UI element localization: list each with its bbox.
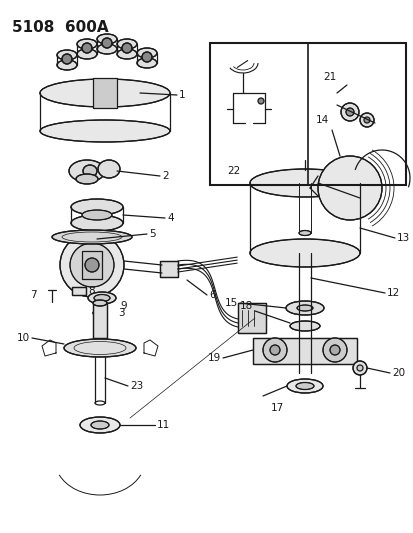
Ellipse shape xyxy=(76,174,98,184)
Ellipse shape xyxy=(296,305,312,311)
Text: 13: 13 xyxy=(396,233,409,243)
Ellipse shape xyxy=(64,339,136,357)
Ellipse shape xyxy=(57,50,77,60)
Ellipse shape xyxy=(295,383,313,390)
Ellipse shape xyxy=(77,49,97,59)
Text: 14: 14 xyxy=(315,115,328,125)
Ellipse shape xyxy=(93,310,107,316)
Text: 21: 21 xyxy=(323,72,336,82)
Ellipse shape xyxy=(69,160,105,182)
Text: 8: 8 xyxy=(88,286,95,296)
Ellipse shape xyxy=(289,321,319,331)
Circle shape xyxy=(85,258,99,272)
Bar xyxy=(237,303,266,333)
Bar xyxy=(159,261,178,277)
Bar xyxy=(93,303,107,338)
Circle shape xyxy=(87,234,97,244)
Text: 22: 22 xyxy=(226,166,240,176)
Bar xyxy=(252,338,356,364)
Ellipse shape xyxy=(91,421,109,429)
Text: 5: 5 xyxy=(149,229,155,239)
Ellipse shape xyxy=(82,210,112,220)
Text: 20: 20 xyxy=(391,368,404,378)
Ellipse shape xyxy=(57,60,77,70)
Circle shape xyxy=(262,338,286,362)
Ellipse shape xyxy=(298,230,310,236)
Ellipse shape xyxy=(98,160,120,178)
Bar xyxy=(82,251,102,279)
Circle shape xyxy=(70,243,114,287)
Ellipse shape xyxy=(94,295,110,302)
Text: 17: 17 xyxy=(270,403,283,413)
Ellipse shape xyxy=(52,230,132,244)
Ellipse shape xyxy=(97,44,117,54)
Ellipse shape xyxy=(71,215,123,231)
Text: 15: 15 xyxy=(224,298,237,308)
Bar xyxy=(93,303,107,338)
Circle shape xyxy=(356,365,362,371)
Circle shape xyxy=(345,108,353,116)
Text: 5108  600A: 5108 600A xyxy=(12,20,108,35)
Ellipse shape xyxy=(80,417,120,433)
Circle shape xyxy=(257,98,263,104)
Ellipse shape xyxy=(137,58,157,68)
Text: 18: 18 xyxy=(239,301,252,311)
Text: 1: 1 xyxy=(178,90,185,100)
Circle shape xyxy=(322,338,346,362)
Ellipse shape xyxy=(83,165,97,177)
Circle shape xyxy=(269,345,279,355)
Bar xyxy=(93,78,117,108)
Ellipse shape xyxy=(137,48,157,58)
Bar xyxy=(237,303,266,333)
Bar xyxy=(159,261,178,277)
Circle shape xyxy=(82,43,92,53)
Bar xyxy=(93,78,117,108)
Ellipse shape xyxy=(249,169,359,197)
Text: 6: 6 xyxy=(209,290,215,300)
Circle shape xyxy=(102,38,112,48)
Ellipse shape xyxy=(285,301,323,315)
Ellipse shape xyxy=(40,79,170,107)
Circle shape xyxy=(142,52,152,62)
Ellipse shape xyxy=(88,292,116,304)
Circle shape xyxy=(352,361,366,375)
Text: 4: 4 xyxy=(166,213,173,223)
Text: 11: 11 xyxy=(157,420,170,430)
Ellipse shape xyxy=(71,199,123,215)
Text: 19: 19 xyxy=(207,353,221,363)
Circle shape xyxy=(340,103,358,121)
Ellipse shape xyxy=(117,39,137,49)
Text: 2: 2 xyxy=(161,171,168,181)
Bar xyxy=(82,251,102,279)
Ellipse shape xyxy=(97,34,117,44)
Text: 10: 10 xyxy=(17,333,30,343)
Text: 9: 9 xyxy=(120,301,126,311)
Ellipse shape xyxy=(40,120,170,142)
Ellipse shape xyxy=(249,239,359,267)
Text: 7: 7 xyxy=(30,290,37,300)
Bar xyxy=(72,287,86,295)
Ellipse shape xyxy=(77,39,97,49)
Circle shape xyxy=(122,43,132,53)
Circle shape xyxy=(60,233,124,297)
Circle shape xyxy=(317,156,381,220)
Text: 23: 23 xyxy=(130,381,143,391)
Ellipse shape xyxy=(93,300,107,306)
Circle shape xyxy=(62,54,72,64)
Bar xyxy=(252,338,356,364)
Ellipse shape xyxy=(117,49,137,59)
Circle shape xyxy=(359,113,373,127)
Bar xyxy=(209,43,405,185)
Bar xyxy=(72,287,86,295)
Circle shape xyxy=(363,117,369,123)
Circle shape xyxy=(329,345,339,355)
Text: 12: 12 xyxy=(386,288,399,298)
Text: 3: 3 xyxy=(118,308,124,318)
Ellipse shape xyxy=(286,379,322,393)
